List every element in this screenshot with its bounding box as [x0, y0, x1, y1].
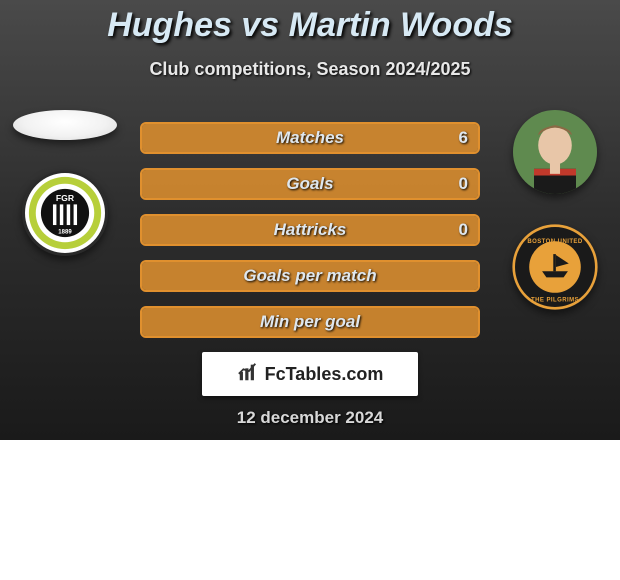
left-player-avatar [13, 110, 117, 140]
svg-text:BOSTON UNITED: BOSTON UNITED [527, 239, 583, 245]
date-text: 12 december 2024 [237, 408, 384, 428]
bar-label: Min per goal [142, 308, 478, 336]
white-area [0, 440, 620, 580]
svg-text:FGR: FGR [56, 193, 75, 203]
stat-bar: Hattricks0 [140, 214, 480, 246]
svg-text:1889: 1889 [58, 230, 72, 236]
bar-value-right: 6 [459, 124, 468, 152]
stat-bar: Goals per match [140, 260, 480, 292]
comparison-card: Hughes vs Martin Woods Club competitions… [0, 0, 620, 440]
stat-bar: Min per goal [140, 306, 480, 338]
bar-label: Matches [142, 124, 478, 152]
bar-label: Hattricks [142, 216, 478, 244]
right-team-crest: BOSTON UNITED THE PILGRIMS [512, 224, 598, 310]
stat-bar: Matches6 [140, 122, 480, 154]
page-subtitle: Club competitions, Season 2024/2025 [0, 59, 620, 80]
stat-bar: Goals0 [140, 168, 480, 200]
left-team-crest: FGR 1889 [22, 170, 108, 256]
page-title: Hughes vs Martin Woods [0, 0, 620, 45]
stat-bars: Matches6Goals0Hattricks0Goals per matchM… [140, 122, 480, 338]
svg-text:THE PILGRIMS: THE PILGRIMS [531, 297, 579, 303]
bar-label: Goals [142, 170, 478, 198]
branding-text: FcTables.com [265, 364, 384, 385]
left-player-column: FGR 1889 [0, 100, 130, 256]
bar-value-right: 0 [459, 170, 468, 198]
branding-box: FcTables.com [202, 352, 418, 396]
bar-label: Goals per match [142, 262, 478, 290]
branding-icon [237, 361, 259, 388]
right-player-avatar [513, 110, 597, 194]
bar-value-right: 0 [459, 216, 468, 244]
right-player-column: BOSTON UNITED THE PILGRIMS [490, 110, 620, 310]
